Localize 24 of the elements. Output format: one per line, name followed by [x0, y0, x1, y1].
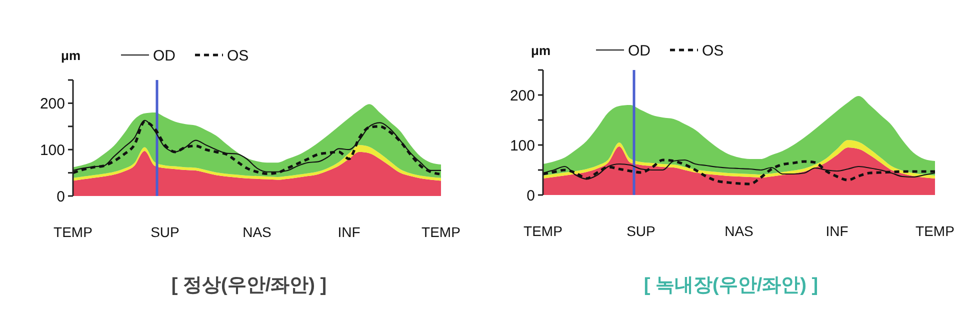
y-tick-label: 100: [510, 137, 535, 154]
x-tick-label: NAS: [724, 223, 754, 239]
x-tick-label: TEMP: [54, 224, 92, 240]
x-tick-label: NAS: [242, 224, 272, 240]
x-tick-label: SUP: [150, 224, 180, 240]
legend-label: OS: [227, 47, 249, 64]
legend-label: OD: [628, 42, 651, 60]
y-axis-title: μm: [531, 43, 551, 58]
text: [ 정상(우안/좌안) ]: [171, 275, 327, 296]
x-tick-label: TEMP: [422, 224, 460, 240]
x-tick-label: TEMP: [524, 223, 562, 239]
x-tick-label: INF: [826, 223, 848, 239]
y-tick-label: 0: [56, 188, 65, 206]
x-tick-label: INF: [338, 224, 360, 240]
y-tick-label: 200: [510, 87, 535, 104]
legend-label: OD: [153, 47, 176, 64]
legend-label: OS: [702, 42, 724, 60]
y-tick-label: 100: [40, 142, 65, 159]
x-tick-label: SUP: [626, 223, 656, 239]
y-tick-label: 200: [40, 95, 65, 112]
y-axis-title: μm: [61, 48, 81, 63]
text: [ 녹내장(우안/좌안) ]: [644, 275, 818, 296]
y-tick-label: 0: [526, 187, 535, 204]
x-tick-label: TEMP: [916, 223, 954, 239]
